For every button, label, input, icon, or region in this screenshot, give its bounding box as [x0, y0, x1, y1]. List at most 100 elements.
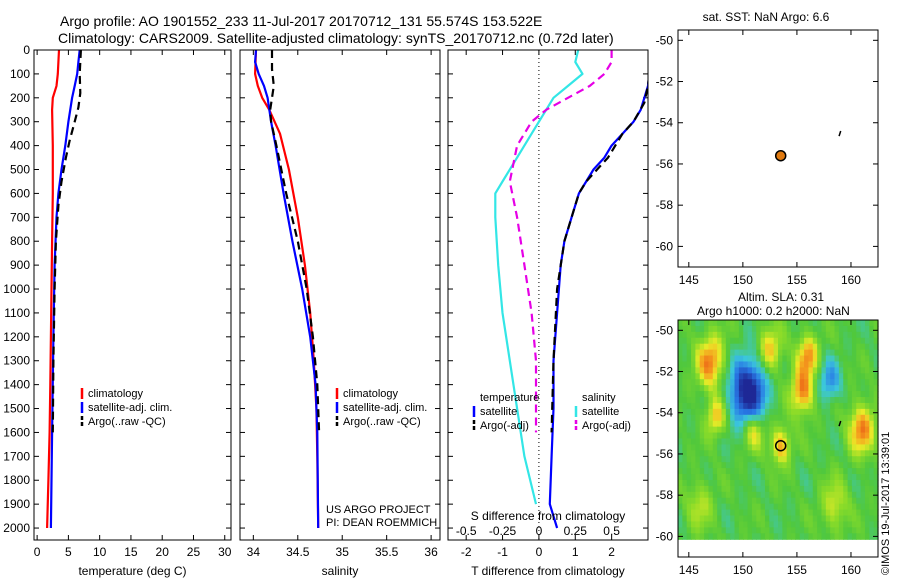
heatmap-cell — [795, 379, 801, 386]
heatmap-cell — [834, 361, 840, 368]
heatmap-cell — [678, 527, 683, 534]
heatmap-cell — [734, 456, 740, 463]
heatmap-cell — [699, 361, 705, 368]
heatmap-cell — [764, 491, 770, 499]
heatmap-cell — [869, 503, 875, 511]
heatmap-cell — [743, 331, 749, 339]
heatmap-cell — [830, 414, 836, 422]
heatmap-cell — [712, 468, 718, 475]
heatmap-cell — [708, 462, 714, 469]
heatmap-cell — [851, 355, 857, 363]
heatmap-cell — [856, 474, 862, 481]
heatmap-cell — [760, 426, 766, 434]
heatmap-cell — [708, 337, 714, 345]
heatmap-cell — [804, 337, 810, 345]
heatmap-cell — [864, 462, 870, 469]
heatmap-cell — [704, 426, 710, 434]
heatmap-cell — [769, 474, 775, 481]
heatmap-cell — [782, 509, 788, 517]
heatmap-cell — [730, 361, 736, 368]
heatmap-cell — [869, 438, 875, 446]
heatmap-cell — [825, 450, 831, 457]
heatmap-cell — [760, 497, 766, 505]
heatmap-cell — [782, 325, 788, 333]
heatmap-cell — [695, 355, 701, 363]
heatmap-cell — [834, 450, 840, 457]
project-line-1: US ARGO PROJECT — [326, 504, 431, 516]
heatmap-cell — [778, 343, 783, 351]
heatmap-cell — [678, 402, 683, 410]
heatmap-cell — [869, 361, 875, 368]
heatmap-cell — [786, 331, 792, 339]
heatmap-cell — [782, 533, 788, 540]
heatmap-cell — [847, 485, 853, 493]
heatmap-cell — [830, 408, 836, 416]
heatmap-cell — [691, 456, 696, 463]
heatmap-cell — [782, 474, 788, 481]
heatmap-cell — [773, 325, 779, 333]
y-tick-label: 300 — [10, 115, 30, 129]
heatmap-cell — [704, 438, 710, 446]
heatmap-cell — [730, 450, 736, 457]
heatmap-cell — [769, 367, 775, 374]
heatmap-cell — [721, 527, 727, 534]
heatmap-cell — [834, 349, 840, 357]
heatmap-cell — [869, 521, 875, 528]
x-tick-label: 0 — [34, 545, 41, 559]
heatmap-cell — [721, 515, 727, 523]
heatmap-cell — [838, 521, 844, 528]
heatmap-cell — [712, 444, 718, 451]
heatmap-cell — [734, 444, 740, 451]
heatmap-cell — [773, 432, 779, 440]
heatmap-cell — [782, 485, 788, 493]
heatmap-cell — [712, 367, 718, 374]
heatmap-cell — [795, 527, 801, 534]
heatmap-cell — [786, 468, 792, 475]
heatmap-cell — [786, 509, 792, 517]
heatmap-cell — [764, 521, 770, 528]
heatmap-cell — [847, 337, 853, 345]
heatmap-cell — [686, 462, 692, 469]
heatmap-cell — [847, 509, 853, 517]
heatmap-cell — [764, 450, 770, 457]
heatmap-cell — [804, 497, 810, 505]
heatmap-cell — [743, 325, 749, 333]
heatmap-cell — [786, 497, 792, 505]
heatmap-cell — [860, 337, 866, 345]
heatmap-cell — [721, 402, 727, 410]
heatmap-cell — [856, 331, 862, 339]
heatmap-cell — [717, 468, 723, 475]
heatmap-cell — [786, 414, 792, 422]
heatmap-cell — [851, 485, 857, 493]
heatmap-cell — [769, 408, 775, 416]
heatmap-cell — [773, 479, 779, 487]
heatmap-cell — [773, 361, 779, 368]
heatmap-cell — [747, 343, 753, 351]
heatmap-cell — [743, 361, 749, 368]
heatmap-cell — [804, 408, 810, 416]
heatmap-cell — [864, 408, 870, 416]
heatmap-cell — [686, 444, 692, 451]
heatmap-cell — [721, 438, 727, 446]
heatmap-cell — [717, 349, 723, 357]
heatmap-cell — [695, 325, 701, 333]
heatmap-cell — [804, 533, 810, 540]
heatmap-cell — [808, 497, 814, 505]
heatmap-cell — [734, 414, 740, 422]
heatmap-cell — [817, 462, 823, 469]
heatmap-cell — [712, 414, 718, 422]
heatmap-cell — [769, 414, 775, 422]
heatmap-cell — [695, 474, 701, 481]
heatmap-cell — [721, 361, 727, 368]
heatmap-cell — [682, 456, 688, 463]
heatmap-cell — [821, 420, 827, 428]
heatmap-cell — [804, 379, 810, 386]
heatmap-cell — [717, 533, 723, 540]
heatmap-cell — [769, 533, 775, 540]
heatmap-cell — [773, 320, 779, 327]
heatmap-cell — [743, 497, 749, 505]
heatmap-cell — [860, 456, 866, 463]
heatmap-cell — [843, 503, 849, 511]
heatmap-cell — [791, 474, 796, 481]
heatmap-cell — [847, 521, 853, 528]
